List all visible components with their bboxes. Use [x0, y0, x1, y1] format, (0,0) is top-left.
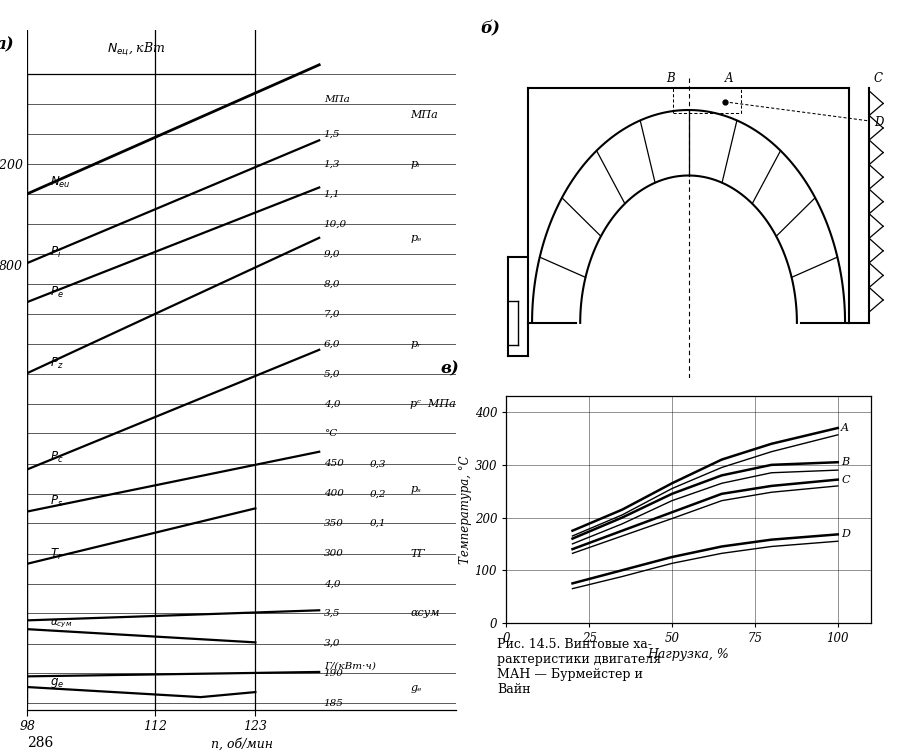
Text: а): а)	[0, 36, 14, 53]
Text: $N_{eu}$: $N_{eu}$	[50, 175, 71, 190]
Text: $N_{ец}$, кВт: $N_{ец}$, кВт	[107, 40, 166, 57]
Text: $T_r$: $T_r$	[50, 547, 63, 562]
Text: B: B	[840, 458, 848, 467]
Text: 5,0: 5,0	[323, 369, 340, 378]
Text: 0,3: 0,3	[369, 459, 385, 468]
Text: $g_e$: $g_e$	[50, 676, 65, 689]
Text: D: D	[840, 529, 849, 539]
Text: pᶜ  МПа: pᶜ МПа	[410, 399, 456, 409]
Text: 4,0: 4,0	[323, 579, 340, 588]
Text: 1,1: 1,1	[323, 190, 340, 199]
Text: $\alpha_{сум}$: $\alpha_{сум}$	[50, 617, 72, 630]
Text: 185: 185	[323, 699, 343, 708]
Text: 350: 350	[323, 519, 343, 528]
Text: 300: 300	[323, 549, 343, 558]
Text: 10,0: 10,0	[323, 220, 346, 229]
Text: МПа: МПа	[410, 110, 437, 120]
Text: $P_e$: $P_e$	[50, 285, 64, 300]
Text: 9,0: 9,0	[323, 250, 340, 259]
Text: 3,0: 3,0	[323, 639, 340, 648]
Text: pₑ: pₑ	[410, 233, 421, 243]
Text: A: A	[840, 423, 848, 433]
Text: A: A	[723, 72, 732, 85]
Text: 286: 286	[27, 736, 54, 750]
Text: 7,0: 7,0	[323, 310, 340, 319]
Text: TГ: TГ	[410, 549, 425, 559]
X-axis label: Нагрузка, %: Нагрузка, %	[647, 648, 729, 661]
Text: 1,5: 1,5	[323, 130, 340, 138]
Text: 8,0: 8,0	[323, 279, 340, 288]
Text: 800: 800	[0, 260, 23, 273]
Text: 4,0: 4,0	[323, 399, 340, 408]
Text: $P_z$: $P_z$	[50, 356, 64, 371]
Text: 0,1: 0,1	[369, 519, 385, 528]
Text: 190: 190	[323, 669, 343, 678]
Y-axis label: Температура, °C: Температура, °C	[458, 455, 471, 564]
Text: C: C	[873, 72, 882, 85]
Text: 400: 400	[323, 489, 343, 498]
Text: $P_i$: $P_i$	[50, 245, 61, 260]
Text: б): б)	[479, 20, 499, 38]
Text: 450: 450	[323, 459, 343, 468]
Text: 0,2: 0,2	[369, 489, 385, 498]
Text: gₑ: gₑ	[410, 683, 421, 693]
Text: B: B	[665, 72, 674, 85]
Text: D: D	[873, 116, 883, 129]
Text: 1,3: 1,3	[323, 160, 340, 168]
Text: pₛ: pₛ	[410, 485, 421, 495]
Text: Рис. 14.5. Винтовые ха-
рактеристики двигателя
МАН — Бурмейстер и
Вайн: Рис. 14.5. Винтовые ха- рактеристики дви…	[496, 638, 660, 696]
Text: 6,0: 6,0	[323, 340, 340, 349]
Text: pᵢ: pᵢ	[410, 159, 419, 169]
Text: C: C	[840, 475, 849, 485]
X-axis label: п, об/мин: п, об/мин	[210, 738, 272, 750]
Text: в): в)	[440, 361, 459, 378]
Text: 1200: 1200	[0, 159, 23, 172]
Text: Г/(кВт·ч): Г/(кВт·ч)	[323, 661, 375, 670]
Text: 3,5: 3,5	[323, 609, 340, 618]
Text: МПа: МПа	[323, 95, 349, 104]
Text: °C: °C	[323, 429, 337, 438]
Text: pᵣ: pᵣ	[410, 339, 421, 349]
Text: αсум: αсум	[410, 609, 439, 618]
Text: $P_c$: $P_c$	[50, 450, 64, 465]
Text: $P_s$: $P_s$	[50, 495, 63, 510]
